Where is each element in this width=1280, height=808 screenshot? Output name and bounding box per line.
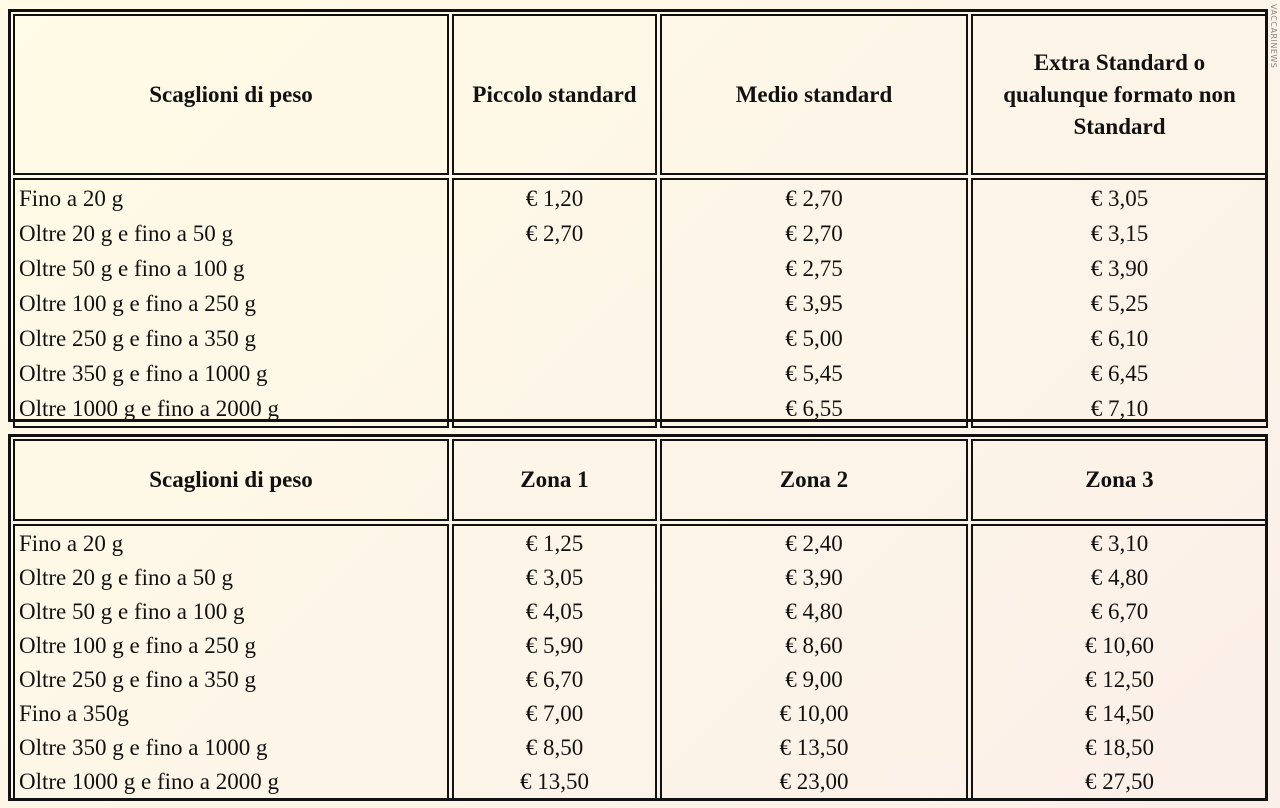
price-cell: € 2,70 [785, 186, 843, 211]
price-cell: € 5,45 [785, 361, 843, 386]
price-cell: € 3,05 [1090, 186, 1149, 211]
column-weight-tiers: Fino a 20 g Oltre 20 g e fino a 50 g Olt… [13, 178, 449, 428]
price-cell: € 7,00 [525, 701, 584, 726]
weight-tier: Oltre 100 g e fino a 250 g [19, 291, 256, 316]
weight-tier: Oltre 1000 g e fino a 2000 g [19, 769, 279, 794]
price-cell: € 6,10 [1090, 326, 1149, 351]
price-cell: € 14,50 [1085, 701, 1154, 726]
weight-tier: Fino a 20 g [19, 531, 124, 556]
weight-tier: Oltre 50 g e fino a 100 g [19, 599, 245, 624]
column-zona-2: € 2,40 € 3,90 € 4,80 € 8,60 € 9,00 € 10,… [660, 524, 968, 801]
weight-tier: Oltre 50 g e fino a 100 g [19, 256, 245, 281]
weight-tier: Oltre 250 g e fino a 350 g [19, 667, 256, 692]
column-extra-standard: € 3,05 € 3,15 € 3,90 € 5,25 € 6,10 € 6,4… [971, 178, 1268, 428]
price-cell: € 5,90 [525, 633, 584, 658]
price-cell: € 3,90 [785, 565, 843, 590]
column-weight-tiers: Fino a 20 g Oltre 20 g e fino a 50 g Olt… [13, 524, 449, 801]
price-cell: € 9,00 [785, 667, 843, 692]
price-cell: € 13,50 [779, 735, 849, 760]
price-cell [454, 251, 655, 286]
price-cell [454, 356, 655, 391]
header-piccolo-standard: Piccolo standard [452, 14, 657, 175]
price-cell: € 23,00 [779, 769, 849, 794]
price-cell: € 10,00 [779, 701, 849, 726]
price-cell: € 5,25 [1090, 291, 1149, 316]
price-cell: € 4,05 [525, 599, 584, 624]
price-cell: € 1,25 [525, 531, 584, 556]
price-cell: € 5,00 [785, 326, 843, 351]
price-cell: € 1,20 [525, 186, 584, 211]
price-cell: € 3,15 [1090, 221, 1149, 246]
price-cell: € 3,90 [1090, 256, 1149, 281]
header-zona-3: Zona 3 [971, 439, 1268, 521]
weight-tier: Fino a 350g [19, 701, 129, 726]
price-cell: € 6,45 [1090, 361, 1149, 386]
column-piccolo-standard: € 1,20 € 2,70 [452, 178, 657, 428]
weight-tier: Oltre 100 g e fino a 250 g [19, 633, 256, 658]
header-extra-standard: Extra Standard o qualunque formato non S… [971, 14, 1268, 175]
price-cell: € 18,50 [1085, 735, 1154, 760]
price-cell [454, 286, 655, 321]
column-medio-standard: € 2,70 € 2,70 € 2,75 € 3,95 € 5,00 € 5,4… [660, 178, 968, 428]
price-cell: € 6,55 [785, 396, 843, 421]
weight-tier: Oltre 20 g e fino a 50 g [19, 565, 233, 590]
header-zona-2: Zona 2 [660, 439, 968, 521]
column-zona-1: € 1,25 € 3,05 € 4,05 € 5,90 € 6,70 € 7,0… [452, 524, 657, 801]
price-cell: € 8,60 [785, 633, 843, 658]
price-cell [454, 391, 655, 426]
price-cell: € 2,40 [785, 531, 843, 556]
price-cell: € 4,80 [1090, 565, 1149, 590]
price-cell: € 4,80 [785, 599, 843, 624]
weight-tier: Fino a 20 g [19, 186, 124, 211]
price-cell: € 8,50 [525, 735, 584, 760]
price-cell [454, 321, 655, 356]
price-cell: € 27,50 [1085, 769, 1154, 794]
price-cell: € 2,75 [785, 256, 843, 281]
price-cell: € 2,70 [785, 221, 843, 246]
price-cell: € 3,95 [785, 291, 843, 316]
weight-tier: Oltre 1000 g e fino a 2000 g [19, 396, 279, 421]
price-cell: € 6,70 [525, 667, 584, 692]
column-zona-3: € 3,10 € 4,80 € 6,70 € 10,60 € 12,50 € 1… [971, 524, 1268, 801]
price-cell: € 12,50 [1085, 667, 1154, 692]
weight-tier: Oltre 350 g e fino a 1000 g [19, 735, 268, 760]
header-weight-tiers: Scaglioni di peso [13, 14, 449, 175]
watermark-text: VACCARINEWS [1269, 4, 1278, 69]
weight-tier: Oltre 20 g e fino a 50 g [19, 221, 233, 246]
price-table-zones: Scaglioni di peso Zona 1 Zona 2 Zona 3 F… [8, 434, 1268, 801]
price-cell: € 6,70 [1090, 599, 1149, 624]
weight-tier: Oltre 250 g e fino a 350 g [19, 326, 256, 351]
price-cell: € 3,10 [1090, 531, 1149, 556]
weight-tier: Oltre 350 g e fino a 1000 g [19, 361, 268, 386]
header-zona-1: Zona 1 [452, 439, 657, 521]
header-medio-standard: Medio standard [660, 14, 968, 175]
price-cell: € 2,70 [525, 221, 584, 246]
price-cell: € 13,50 [520, 769, 589, 794]
price-cell: € 10,60 [1085, 633, 1154, 658]
price-cell: € 3,05 [525, 565, 584, 590]
price-table-formats: Scaglioni di peso Piccolo standard Medio… [8, 9, 1268, 428]
price-cell: € 7,10 [1090, 396, 1149, 421]
header-weight-tiers: Scaglioni di peso [13, 439, 449, 521]
